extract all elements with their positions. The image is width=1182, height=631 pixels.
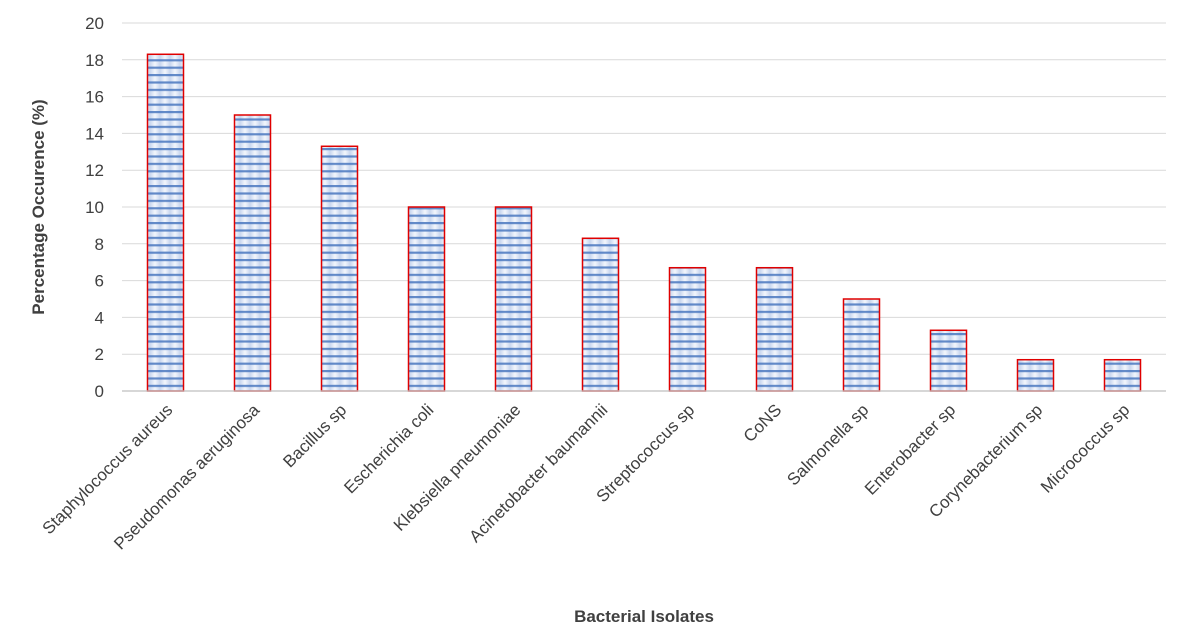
bar [842,298,881,392]
bar [494,206,533,392]
bar [1016,358,1055,392]
y-axis-title: Percentage Occurence (%) [29,99,48,314]
y-tick-label: 0 [95,382,104,401]
x-tick-label: CoNS [740,400,786,446]
y-tick-label: 6 [95,272,104,291]
y-tick-label: 18 [85,51,104,70]
bar [668,266,707,392]
x-tick-label: Enterobacter sp [861,400,959,498]
y-tick-label: 20 [85,14,104,33]
y-tick-label: 12 [85,161,104,180]
y-tick-label: 8 [95,235,104,254]
bar [581,237,620,392]
bar [407,206,446,392]
bar [755,266,794,392]
y-tick-label: 2 [95,345,104,364]
x-tick-label: Acinetobacter baumannii [466,400,612,546]
bar [146,53,185,392]
x-axis-title: Bacterial Isolates [574,607,714,626]
x-tick-label: Bacillus sp [279,400,350,471]
bar [929,329,968,392]
y-tick-label: 4 [95,308,104,327]
y-tick-label: 14 [85,124,104,143]
y-tick-label: 10 [85,198,104,217]
y-tick-label: 16 [85,88,104,107]
x-tick-label: Salmonella sp [783,400,872,489]
bar [1103,358,1142,392]
bar [320,145,359,392]
bars [146,53,1142,392]
x-tick-label: Micrococcus sp [1037,400,1133,496]
gridlines [122,22,1166,355]
y-axis-ticks: 0 2 4 6 8 10 12 14 16 18 20 [85,14,104,401]
x-tick-label: Pseudomonas aeruginosa [110,400,263,553]
x-tick-label: Escherichia coli [340,400,437,497]
bar [233,114,272,392]
